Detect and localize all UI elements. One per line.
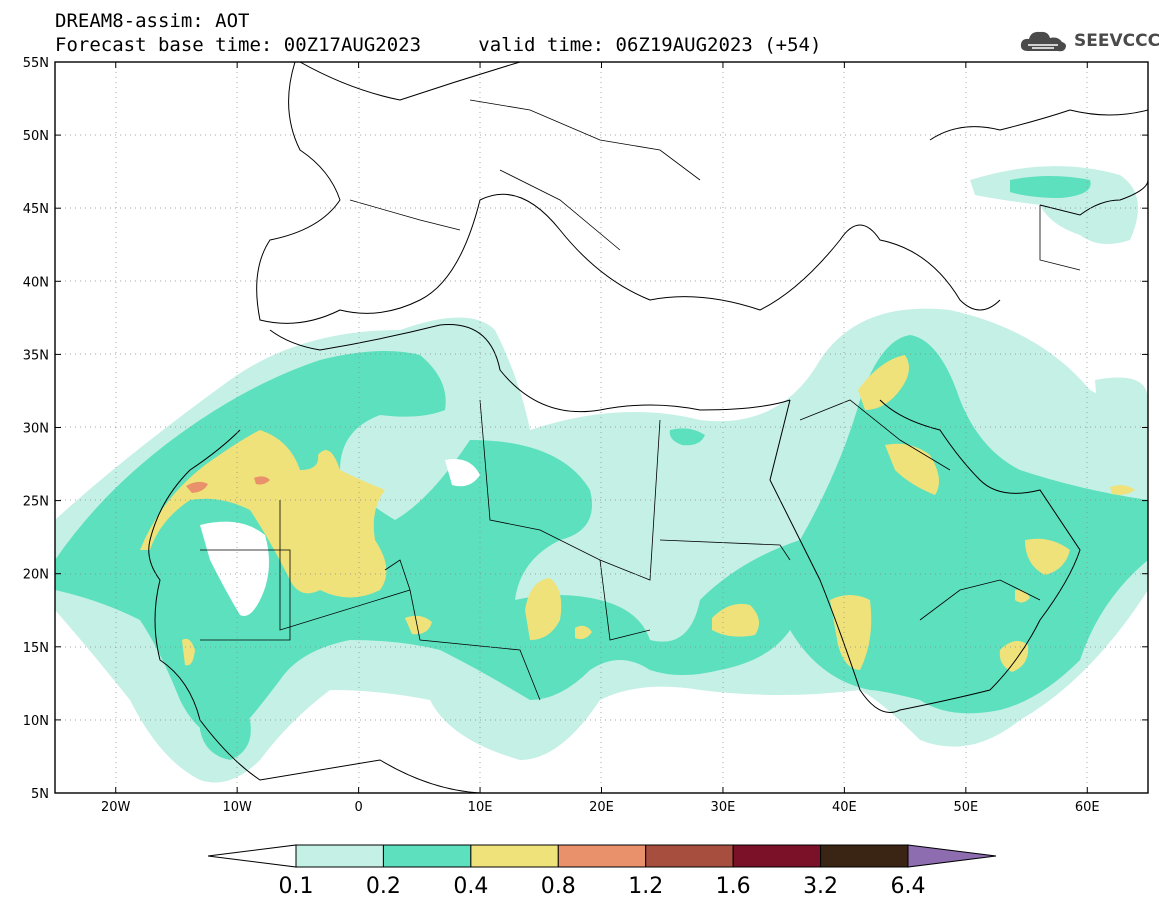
color-bar-segment <box>820 844 909 868</box>
longitude-labels: 20W 10W 0 10E 20E 30E 40E 50E 60E <box>101 800 1100 815</box>
color-bar-segment <box>382 844 472 868</box>
color-bar-label: 0.2 <box>366 874 401 899</box>
lon-tick-label: 0 <box>354 800 362 815</box>
lat-tick-label: 5N <box>31 787 49 802</box>
lat-tick-label: 40N <box>23 275 49 290</box>
lon-tick-label: 40E <box>832 800 857 815</box>
lon-tick-label: 20E <box>589 800 614 815</box>
aot-band-0.4-0.8 <box>140 355 1135 672</box>
color-bar-label: 3.2 <box>803 874 838 899</box>
color-bar-label: 1.2 <box>628 874 663 899</box>
map-title: DREAM8-assim: AOT <box>55 10 250 32</box>
lat-tick-label: 50N <box>23 129 49 144</box>
color-bar-segment <box>732 844 822 868</box>
color-bar-segment <box>557 844 647 868</box>
aot-band-0.2-0.4 <box>55 176 1148 760</box>
valid-time-label: valid time: 06Z19AUG2023 (+54) <box>478 34 822 56</box>
lat-tick-label: 35N <box>23 348 49 363</box>
map-subtitle: Forecast base time: 00Z17AUG2023 valid t… <box>55 34 821 56</box>
latitude-labels: 55N 50N 45N 40N 35N 30N 25N 20N 15N 10N 5N <box>23 56 49 802</box>
lat-tick-label: 20N <box>23 568 49 583</box>
color-bar-label: 0.1 <box>279 874 314 899</box>
lon-tick-label: 10W <box>222 800 252 815</box>
color-bar-labels: 0.1 0.2 0.4 0.8 1.2 1.6 3.2 6.4 <box>279 874 926 899</box>
color-bar-segment <box>470 844 559 868</box>
lon-tick-label: 20W <box>101 800 131 815</box>
color-bar-label: 0.4 <box>453 874 488 899</box>
logo-text: SEEVCCC <box>1074 31 1161 51</box>
axis-ticks <box>55 61 1148 794</box>
color-bar-label: 1.6 <box>716 874 751 899</box>
aot-fields <box>55 166 1148 783</box>
color-bar-label: 6.4 <box>891 874 926 899</box>
lon-tick-label: 30E <box>711 800 736 815</box>
color-bar-segment <box>907 844 997 868</box>
color-bar-segment <box>645 844 734 868</box>
lon-tick-label: 60E <box>1075 800 1100 815</box>
lat-tick-label: 55N <box>23 56 49 71</box>
seevccc-logo: SEEVCCC <box>1018 26 1160 56</box>
color-bar <box>207 844 997 868</box>
lat-tick-label: 30N <box>23 422 49 437</box>
lat-tick-label: 15N <box>23 641 49 656</box>
graticule <box>55 62 1148 793</box>
aot-below-threshold <box>200 459 480 616</box>
coastlines <box>148 62 1148 793</box>
cloud-icon <box>1020 31 1066 52</box>
color-bar-segment <box>295 844 384 868</box>
color-bar-segment <box>207 844 297 868</box>
lat-tick-label: 45N <box>23 202 49 217</box>
lon-tick-label: 10E <box>468 800 493 815</box>
lon-tick-label: 50E <box>953 800 978 815</box>
country-borders <box>200 99 1081 701</box>
aot-band-0.8-1.2 <box>186 476 270 493</box>
lat-tick-label: 25N <box>23 495 49 510</box>
lat-tick-label: 10N <box>23 714 49 729</box>
base-time-label: Forecast base time: 00Z17AUG2023 <box>55 34 422 56</box>
color-bar-label: 0.8 <box>541 874 576 899</box>
